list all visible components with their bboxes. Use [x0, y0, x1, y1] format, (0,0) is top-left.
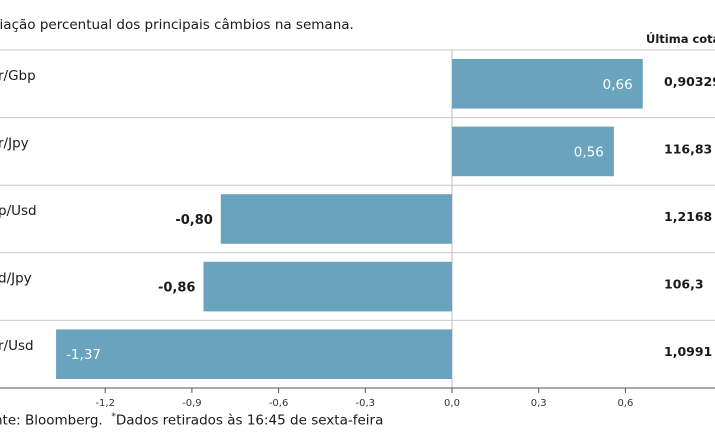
- bar-4: [56, 329, 452, 379]
- category-label: r/Jpy: [0, 135, 29, 151]
- x-axis: -1,2 -0,9 -0,6 -0,3 0,0 0,3 0,6: [0, 387, 715, 409]
- x-tick-label: -0,9: [182, 398, 202, 409]
- data-label: 0,66: [603, 77, 633, 93]
- source-text: nte: Bloomberg.: [0, 412, 103, 429]
- source-note: nte: Bloomberg. *Dados retirados às 16:4…: [0, 412, 383, 429]
- data-label: 0,56: [574, 144, 604, 160]
- data-label: -0,80: [175, 213, 212, 228]
- category-label: r/Gbp: [0, 68, 36, 84]
- bar-1: [452, 126, 614, 177]
- data-label: -0,86: [158, 281, 195, 296]
- x-tick-label: -0,3: [356, 398, 376, 409]
- category-label: r/Usd: [0, 338, 34, 354]
- category-label: p/Usd: [0, 203, 37, 219]
- x-tick-label: 0,0: [444, 398, 460, 409]
- footnote-mark: *: [111, 412, 116, 422]
- x-tick-label: 0,6: [617, 398, 633, 409]
- last-quote-value: 0,90329: [664, 74, 715, 89]
- bar-3: [203, 261, 452, 312]
- last-quote-header: Última cotaç: [646, 32, 715, 46]
- footnote-text: Dados retirados às 16:45 de sexta-feira: [115, 412, 384, 429]
- x-tick-label: -1,2: [95, 398, 115, 409]
- bar-0: [452, 59, 643, 109]
- data-label: -1,37: [66, 347, 101, 363]
- last-quote-value: 116,83: [664, 141, 712, 156]
- labels: r/Gbp 0,90329 0,66 r/Jpy 116,83 0,56 p/Usd 1,21…: [0, 68, 715, 363]
- category-label: d/Jpy: [0, 271, 32, 287]
- x-tick-label: -0,6: [269, 398, 289, 409]
- last-quote-value: 1,2168: [664, 209, 712, 224]
- last-quote-value: 1,0991: [664, 344, 712, 359]
- bars: [56, 59, 643, 379]
- x-tick-label: 0,3: [531, 398, 547, 409]
- bar-2: [220, 194, 452, 244]
- chart-subtitle: riação percentual dos principais câmbios…: [0, 17, 354, 33]
- last-quote-value: 106,3: [664, 277, 704, 292]
